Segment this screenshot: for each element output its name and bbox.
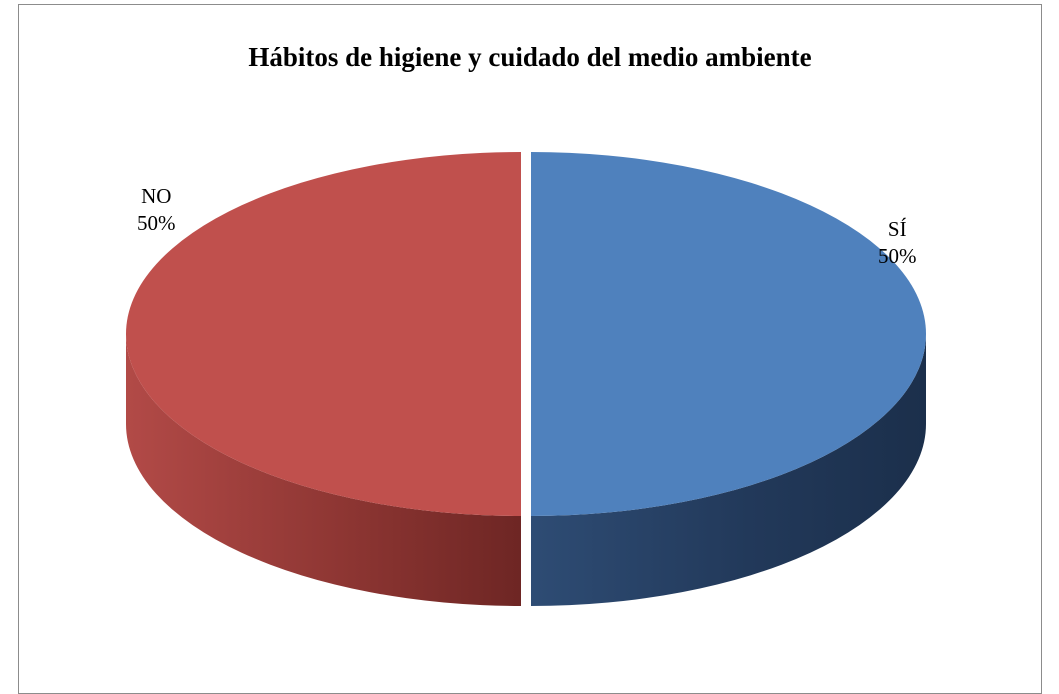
data-label-no-category: NO (141, 184, 172, 208)
chart-title: Hábitos de higiene y cuidado del medio a… (248, 42, 812, 72)
pie-side-si (531, 334, 926, 606)
data-label-si-category: SÍ (887, 217, 907, 241)
data-label-no-percent: 50% (137, 211, 176, 235)
data-label-si-percent: 50% (878, 244, 917, 268)
pie-slice-no (126, 152, 521, 516)
data-label-si: SÍ 50% (878, 216, 917, 270)
pie-side-no (126, 334, 521, 606)
pie-slice-si (531, 152, 926, 516)
data-label-no: NO 50% (137, 183, 176, 237)
